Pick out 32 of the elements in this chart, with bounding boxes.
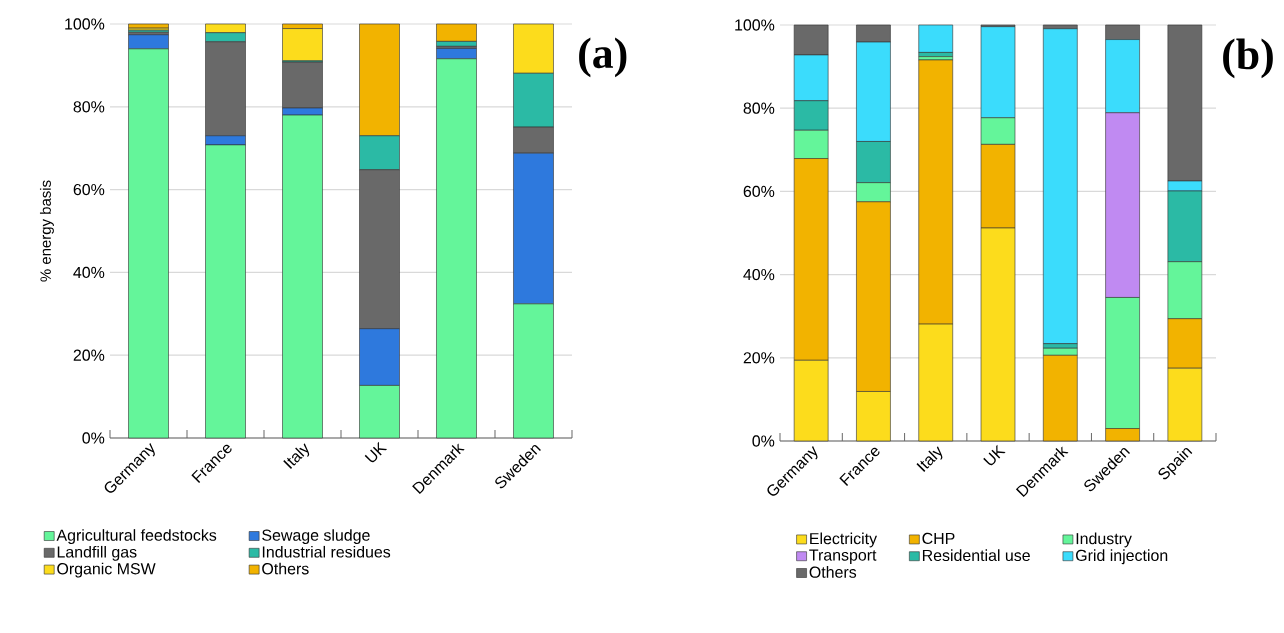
text: (b) [1223, 38, 1273, 79]
legend-label: Electricity [810, 532, 878, 548]
legend-label: Landfill gas [57, 545, 137, 561]
legend-label: Others [809, 566, 857, 578]
y-tick-label: 0% [752, 435, 775, 447]
y-tick-label: 80% [743, 102, 775, 114]
legend-label: Others [262, 562, 309, 575]
y-tick-label: 60% [73, 183, 105, 196]
legend-label: Industrial residues [262, 545, 391, 558]
legend-label: CHP [922, 532, 955, 545]
legend-label: Industry [1076, 532, 1132, 548]
legend-label: Grid injection [1076, 549, 1168, 565]
x-tick-label: Italy [283, 443, 310, 469]
y-axis-title: % energy basis [39, 180, 54, 282]
y-tick-label: 40% [743, 268, 775, 281]
text: (a) [579, 37, 627, 78]
x-tick-label: UK [983, 444, 1006, 466]
legend-label: Agricultural feedstocks [56, 529, 217, 544]
y-tick-label: 80% [73, 101, 105, 113]
legend-label: Organic MSW [57, 562, 156, 578]
y-tick-label: 20% [73, 349, 105, 361]
legend-label: Residential use [922, 549, 1030, 562]
y-tick-label: 20% [743, 352, 775, 364]
y-tick-label: 100% [735, 19, 775, 31]
y-tick-label: 40% [73, 266, 105, 279]
x-tick-label: Italy [916, 446, 943, 472]
y-tick-label: 100% [65, 18, 105, 30]
y-tick-label: 60% [743, 185, 775, 198]
x-tick-label: UK [364, 441, 388, 463]
legend-label: Transport [809, 549, 877, 564]
legend-label: Sewage sludge [262, 529, 370, 544]
y-tick-label: 0% [82, 432, 105, 444]
